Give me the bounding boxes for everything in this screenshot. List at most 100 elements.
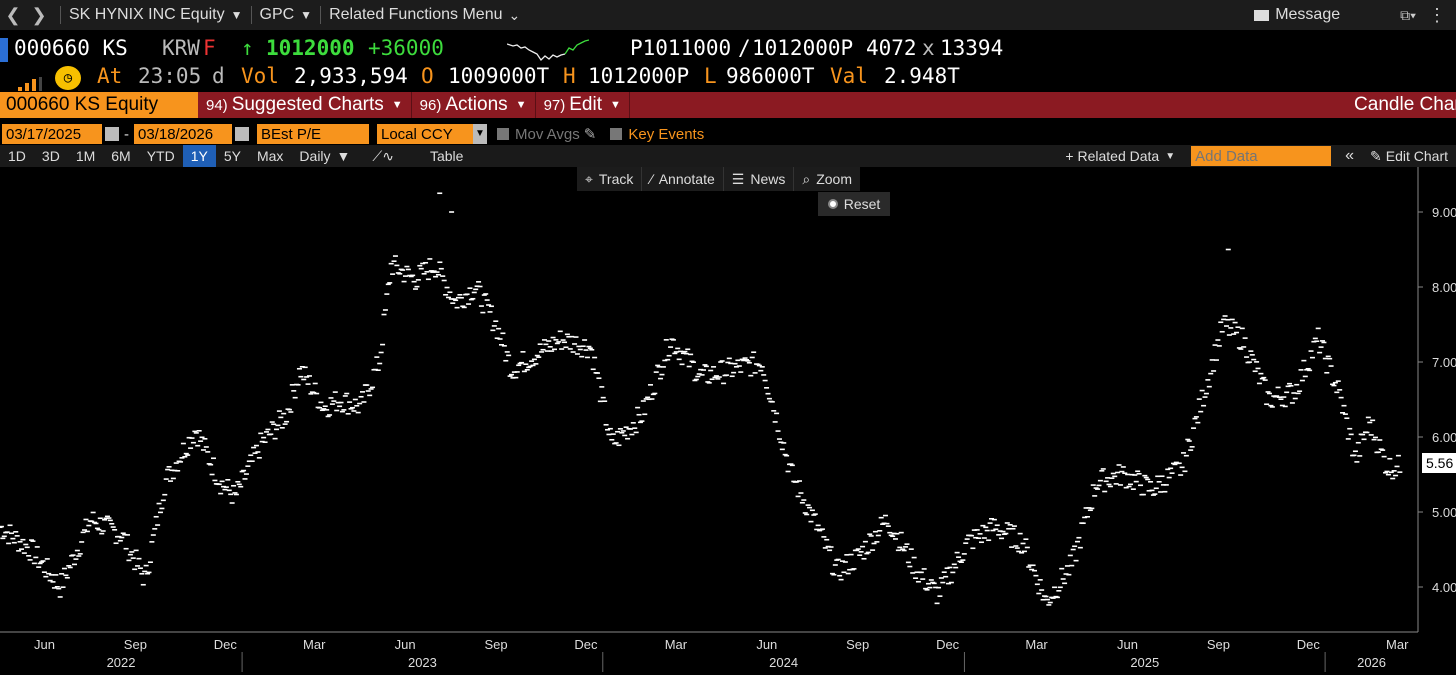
period-button-1d[interactable]: 1D: [8, 148, 26, 164]
news-tool[interactable]: ☰ News: [724, 167, 795, 191]
related-functions-label: Related Functions Menu: [329, 6, 503, 23]
x-year-label: 2024: [769, 655, 798, 670]
message-button[interactable]: Message: [1254, 6, 1340, 24]
bid-price: P1011000: [630, 36, 732, 60]
related-functions-menu[interactable]: Related Functions Menu ⌄: [329, 6, 520, 24]
nav-separator: [320, 6, 322, 24]
period-row-right: + Related Data ▼ « ✎ Edit Chart: [1057, 145, 1456, 167]
zoom-label: Zoom: [816, 171, 852, 187]
annotate-label: Annotate: [658, 171, 715, 187]
x-month-label: Jun: [34, 637, 55, 652]
currency-value: Local CCY: [381, 125, 453, 143]
dropdown-arrow-icon[interactable]: ▼: [473, 124, 487, 144]
y-tick-label: 7.00: [1432, 355, 1456, 370]
collapse-double-left-icon[interactable]: «: [1345, 147, 1355, 164]
open-value: 1009000T: [448, 64, 550, 88]
function-menu[interactable]: GPC ▼: [260, 6, 313, 24]
ask-size: 13394: [940, 36, 1004, 60]
actions-label: Actions: [445, 94, 508, 115]
forward-arrow-icon[interactable]: ❯: [31, 4, 47, 25]
x-year-label: 2023: [408, 655, 437, 670]
navbar-right: Message ⧉▾ ⋮: [1254, 0, 1456, 30]
y-tick-label: 8.00: [1432, 280, 1456, 295]
reset-button[interactable]: Reset: [818, 192, 890, 216]
edit-menu[interactable]: 97) Edit ▼: [536, 92, 630, 118]
edit-chart-button[interactable]: ✎ Edit Chart: [1362, 145, 1456, 167]
pe-chart[interactable]: 9.00 8.00 7.00 6.00 5.00 4.00 Jun Sep Dec Mar Jun S…: [0, 167, 1456, 675]
x-year-label: 2025: [1130, 655, 1159, 670]
high-label: H: [563, 64, 576, 88]
field-value: BEst P/E: [261, 125, 322, 143]
pencil-icon: ✎: [1370, 147, 1382, 164]
key-events-toggle[interactable]: Key Events: [610, 126, 704, 143]
annotate-tool[interactable]: ∕ Annotate: [642, 167, 724, 191]
currency-select[interactable]: Local CCY: [377, 124, 473, 144]
x-month-label: Dec: [1297, 637, 1321, 652]
x-month-label: Sep: [1207, 637, 1230, 652]
period-button-5y[interactable]: 5Y: [223, 148, 241, 164]
crosshair-icon: ⌖: [585, 170, 593, 187]
x-month-label: Mar: [303, 637, 326, 652]
field-select[interactable]: BEst P/E: [257, 124, 369, 144]
news-icon: ☰: [731, 170, 745, 187]
more-icon[interactable]: ⋮: [1428, 4, 1446, 25]
back-arrow-icon[interactable]: ❮: [5, 4, 21, 25]
actions-menu[interactable]: 96) Actions ▼: [412, 92, 536, 118]
key-events-label: Key Events: [628, 125, 705, 143]
period-button-1y[interactable]: 1Y: [182, 145, 216, 167]
currency: KRW: [162, 36, 200, 60]
volume-label: Vol: [241, 64, 279, 88]
equity-field[interactable]: 000660 KS Equity: [0, 92, 198, 118]
window-popout-icon[interactable]: ⧉▾: [1400, 6, 1416, 23]
related-data-menu[interactable]: + Related Data ▼: [1057, 145, 1183, 167]
table-button[interactable]: Table: [429, 148, 464, 164]
time-value: 23:05: [138, 64, 202, 88]
period-row: 1D 3D 1M 6M YTD 1Y 5Y Max Daily ▼ ⟋∿ Table + Re…: [0, 145, 1456, 167]
period-button-3d[interactable]: 3D: [41, 148, 60, 164]
mov-avgs-toggle[interactable]: Mov Avgs ✎: [497, 125, 596, 143]
end-date-field[interactable]: 03/18/2026: [134, 124, 232, 144]
message-label: Message: [1275, 6, 1341, 23]
caret-down-icon: ▼: [610, 99, 621, 111]
function-bar: 000660 KS Equity 94) Suggested Charts ▼ …: [0, 92, 1456, 118]
caret-down-icon: ▼: [391, 99, 403, 111]
x-year-label: 2026: [1357, 655, 1386, 670]
up-arrow-icon: ↑: [241, 36, 254, 60]
add-data-input[interactable]: [1191, 146, 1332, 166]
price-flag: F: [203, 36, 216, 60]
end-date: 03/18/2026: [138, 125, 214, 143]
last-value-tag: 5.56: [1422, 453, 1456, 473]
calendar-icon[interactable]: [235, 127, 249, 141]
nav-separator: [60, 6, 61, 24]
value-label: Val: [830, 64, 868, 88]
x-month-label: Jun: [395, 637, 416, 652]
zoom-tool[interactable]: ⌕ Zoom: [794, 167, 860, 191]
x-month-label: Jun: [756, 637, 777, 652]
security-menu[interactable]: SK HYNIX INC Equity ▼: [69, 6, 243, 24]
reset-icon: [827, 199, 838, 209]
size-separator: x: [922, 36, 935, 60]
period-button-1m[interactable]: 1M: [75, 148, 96, 164]
frequency-select[interactable]: Daily ▼: [291, 145, 358, 167]
x-year-label: 2022: [107, 655, 136, 670]
start-date-field[interactable]: 03/17/2025: [2, 124, 102, 144]
gauge-icon[interactable]: ◷: [55, 66, 81, 90]
top-navbar: ❮ ❯ SK HYNIX INC Equity ▼ GPC ▼ Related …: [0, 0, 1456, 30]
period-buttons: 1D 3D 1M 6M YTD 1Y 5Y Max: [0, 145, 291, 167]
track-tool[interactable]: ⌖ Track: [577, 167, 643, 191]
x-month-label: Sep: [846, 637, 869, 652]
menu-number: 94): [206, 96, 228, 114]
period-button-ytd[interactable]: YTD: [146, 148, 175, 164]
function-label: GPC: [259, 6, 295, 23]
period-button-max[interactable]: Max: [256, 148, 284, 164]
x-month-label: Sep: [484, 637, 507, 652]
low-label: L: [704, 64, 717, 88]
x-month-label: Jun: [1117, 637, 1138, 652]
line-chart-icon[interactable]: ⟋∿: [372, 147, 394, 164]
period-button-6m[interactable]: 6M: [111, 148, 131, 164]
reset-label: Reset: [843, 196, 881, 212]
annotate-icon: ∕: [650, 171, 653, 187]
suggested-charts-menu[interactable]: 94) Suggested Charts ▼: [198, 92, 412, 118]
calendar-icon[interactable]: [105, 127, 119, 141]
chart-toolbar: ⌖ Track ∕ Annotate ☰ News ⌕ Zoom: [577, 167, 860, 191]
